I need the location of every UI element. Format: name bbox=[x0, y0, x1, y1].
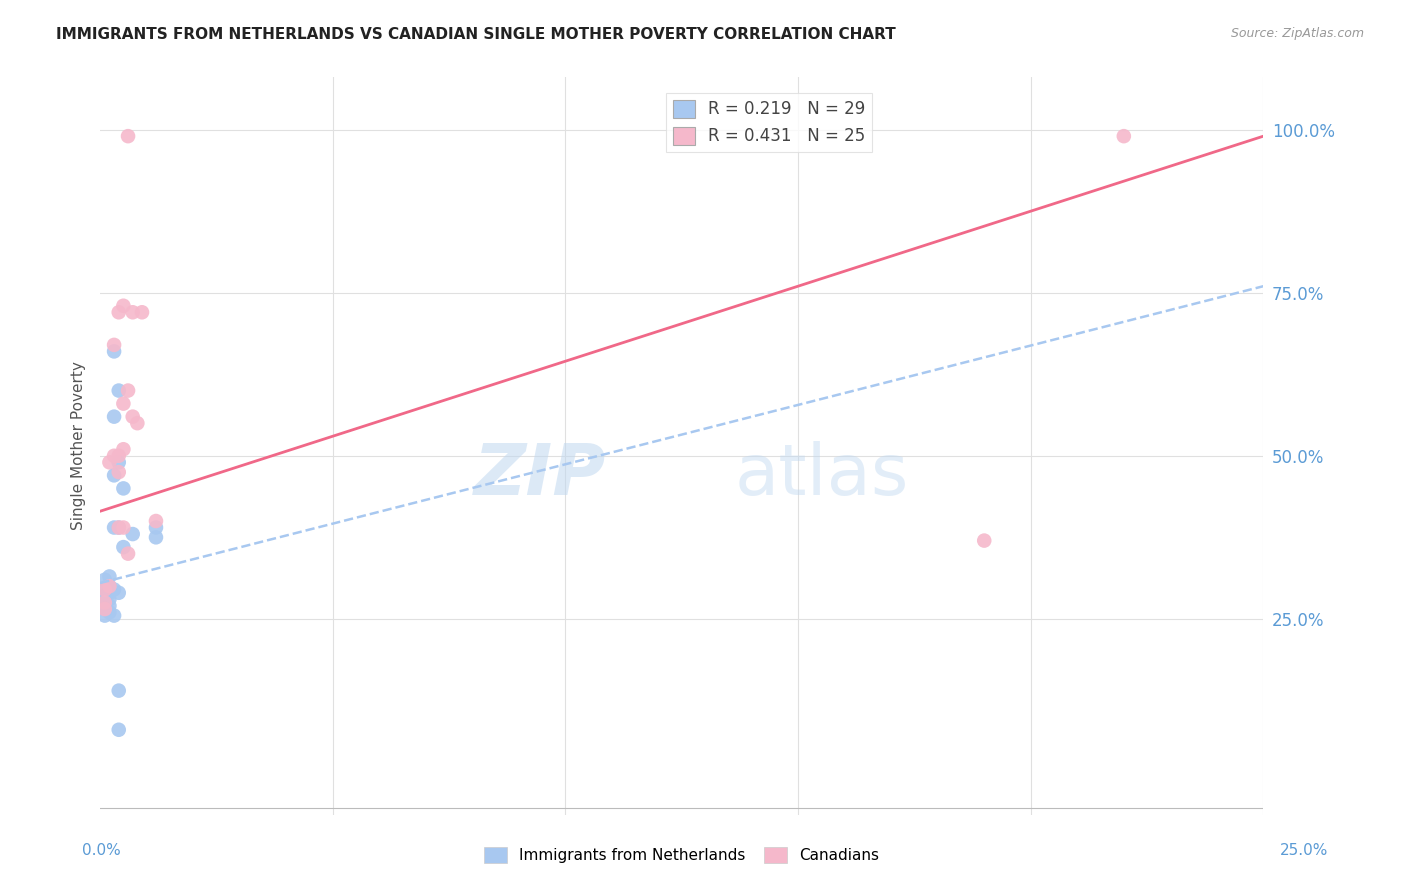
Point bbox=[107, 384, 129, 398]
Point bbox=[145, 514, 167, 528]
Point bbox=[121, 305, 143, 319]
Point bbox=[103, 582, 125, 597]
Point bbox=[103, 520, 125, 534]
Point bbox=[107, 305, 129, 319]
Point bbox=[973, 533, 995, 548]
Text: ZIP: ZIP bbox=[474, 441, 606, 510]
Point bbox=[107, 586, 129, 600]
Text: IMMIGRANTS FROM NETHERLANDS VS CANADIAN SINGLE MOTHER POVERTY CORRELATION CHART: IMMIGRANTS FROM NETHERLANDS VS CANADIAN … bbox=[56, 27, 896, 42]
Text: atlas: atlas bbox=[734, 441, 908, 510]
Point bbox=[107, 449, 129, 463]
Point bbox=[94, 608, 117, 623]
Point bbox=[98, 592, 121, 607]
Point bbox=[98, 579, 121, 593]
Y-axis label: Single Mother Poverty: Single Mother Poverty bbox=[72, 361, 86, 531]
Point bbox=[94, 589, 117, 603]
Point bbox=[94, 602, 117, 616]
Text: 25.0%: 25.0% bbox=[1281, 843, 1329, 858]
Point bbox=[121, 527, 143, 541]
Legend: R = 0.219   N = 29, R = 0.431   N = 25: R = 0.219 N = 29, R = 0.431 N = 25 bbox=[666, 93, 872, 153]
Point bbox=[112, 482, 135, 496]
Point bbox=[98, 579, 121, 593]
Point bbox=[107, 455, 129, 469]
Point bbox=[107, 465, 129, 479]
Point bbox=[112, 442, 135, 457]
Point bbox=[145, 520, 167, 534]
Point bbox=[103, 608, 125, 623]
Point bbox=[112, 396, 135, 410]
Point bbox=[94, 602, 117, 616]
Point bbox=[98, 605, 121, 619]
Point bbox=[94, 582, 117, 597]
Point bbox=[103, 468, 125, 483]
Point bbox=[103, 338, 125, 352]
Point bbox=[121, 409, 143, 424]
Text: 0.0%: 0.0% bbox=[82, 843, 121, 858]
Point bbox=[112, 540, 135, 554]
Point bbox=[112, 520, 135, 534]
Point bbox=[107, 723, 129, 737]
Point bbox=[98, 455, 121, 469]
Point bbox=[131, 305, 153, 319]
Point bbox=[94, 573, 117, 587]
Point bbox=[98, 599, 121, 613]
Point bbox=[107, 520, 129, 534]
Point bbox=[103, 409, 125, 424]
Point bbox=[98, 569, 121, 583]
Point bbox=[112, 299, 135, 313]
Point bbox=[127, 416, 149, 430]
Point bbox=[117, 384, 139, 398]
Point bbox=[98, 586, 121, 600]
Point bbox=[94, 596, 117, 610]
Point bbox=[94, 596, 117, 610]
Point bbox=[117, 129, 139, 144]
Point bbox=[1112, 129, 1135, 144]
Point bbox=[94, 582, 117, 597]
Text: Source: ZipAtlas.com: Source: ZipAtlas.com bbox=[1230, 27, 1364, 40]
Point bbox=[145, 530, 167, 544]
Point bbox=[103, 344, 125, 359]
Point bbox=[117, 547, 139, 561]
Point bbox=[107, 520, 129, 534]
Point bbox=[103, 449, 125, 463]
Point bbox=[107, 683, 129, 698]
